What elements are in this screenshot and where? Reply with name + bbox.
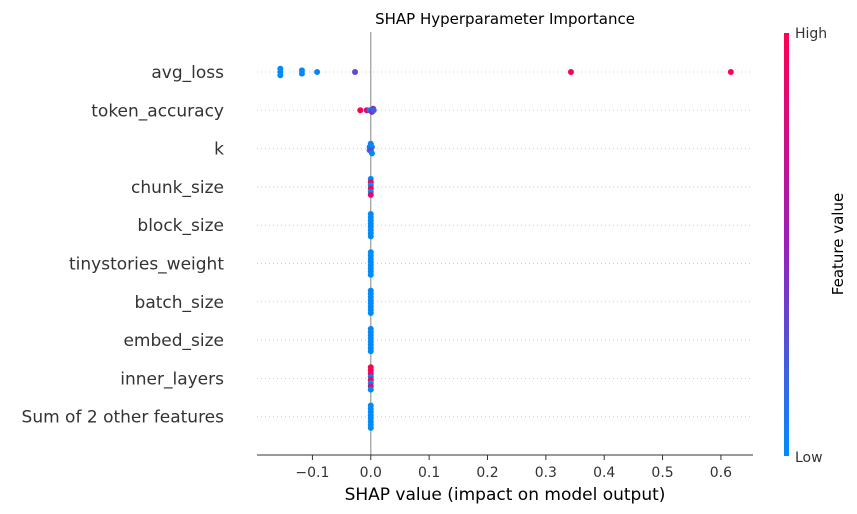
shap-point — [370, 107, 377, 114]
feature-label: Sum of 2 other features — [22, 408, 225, 428]
feature-label: avg_loss — [151, 63, 224, 83]
x-tick-label: 0.2 — [476, 465, 498, 481]
x-tick-label: 0.1 — [418, 465, 440, 481]
feature-label: batch_size — [135, 293, 224, 313]
shap-point — [367, 191, 374, 198]
shap-point — [298, 70, 305, 77]
shap-point — [567, 69, 574, 75]
x-tick-label: 0.0 — [360, 465, 382, 481]
chart-title: SHAP Hyperparameter Importance — [375, 10, 635, 28]
feature-label: tinystories_weight — [69, 255, 224, 275]
shap-points — [277, 65, 734, 431]
shap-point — [352, 69, 359, 75]
shap-point — [367, 386, 374, 393]
shap-point — [367, 233, 374, 240]
shap-point — [368, 150, 375, 157]
feature-label: k — [214, 140, 224, 160]
x-tick-label: 0.6 — [710, 465, 732, 481]
x-axis-title: SHAP value (impact on model output) — [345, 485, 666, 505]
feature-label: inner_layers — [120, 369, 224, 389]
shap-point — [727, 69, 734, 75]
colorbar-title: Feature value — [829, 193, 847, 295]
x-tick-label: −0.1 — [295, 465, 329, 481]
shap-point — [314, 69, 321, 75]
x-tick-label: 0.3 — [535, 465, 557, 481]
feature-label: chunk_size — [131, 178, 224, 198]
shap-point — [277, 72, 284, 79]
shap-point — [367, 424, 374, 431]
shap-point — [367, 271, 374, 278]
feature-label: token_accuracy — [91, 101, 224, 121]
x-tick-label: 0.5 — [651, 465, 673, 481]
colorbar-low-label: Low — [795, 450, 823, 466]
shap-point — [367, 348, 374, 355]
colorbar — [784, 33, 789, 456]
x-axis-ticks: −0.1 0.0 0.1 0.2 0.3 0.4 0.5 0.6 — [295, 455, 732, 481]
shap-point — [367, 310, 374, 316]
feature-label: block_size — [137, 216, 224, 236]
shap-point — [357, 107, 364, 114]
feature-label: embed_size — [123, 331, 224, 351]
colorbar-high-label: High — [795, 26, 827, 42]
x-tick-label: 0.4 — [593, 465, 615, 481]
